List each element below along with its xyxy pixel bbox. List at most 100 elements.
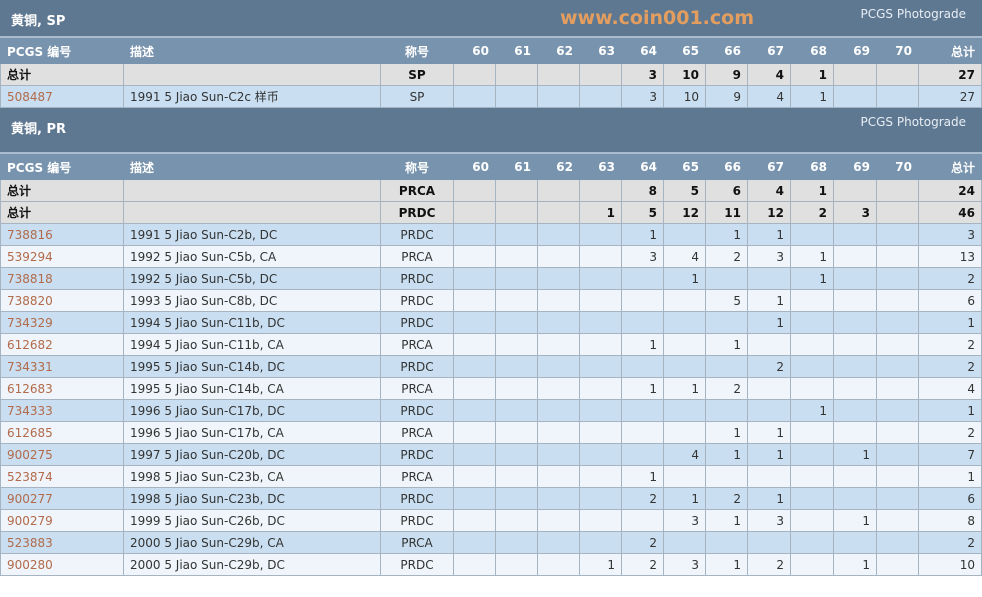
grade-count-cell	[453, 63, 496, 86]
grade-count-cell	[537, 267, 580, 290]
description-cell: 1997 5 Jiao Sun-C20b, DC	[123, 443, 381, 466]
pcgs-number-link[interactable]: 900277	[7, 491, 53, 506]
grade-count-cell	[579, 377, 622, 400]
grade-count-cell	[876, 63, 919, 86]
grade-count-cell: 2	[705, 377, 748, 400]
column-header[interactable]: PCGS 编号	[0, 154, 124, 180]
pcgs-number-link[interactable]: 900280	[7, 557, 53, 572]
grade-count-cell	[495, 63, 538, 86]
column-header[interactable]: 66	[705, 38, 748, 64]
column-header[interactable]: 64	[621, 154, 664, 180]
grade-count-cell: 1	[621, 223, 664, 246]
column-header[interactable]: 69	[833, 38, 877, 64]
column-header[interactable]: 60	[453, 154, 496, 180]
pcgs-number-link[interactable]: 523883	[7, 535, 53, 550]
grade-count-cell	[453, 399, 496, 422]
grade-count-cell	[833, 267, 877, 290]
grade-count-cell	[579, 179, 622, 202]
grade-count-cell	[705, 355, 748, 378]
column-header[interactable]: 描述	[123, 154, 381, 180]
grade-count-cell: 1	[790, 85, 834, 108]
grade-count-cell: 1	[579, 553, 622, 576]
grade-count-cell: 1	[705, 333, 748, 356]
column-header[interactable]: 70	[876, 38, 919, 64]
pcgs-number-link[interactable]: 900279	[7, 513, 53, 528]
population-table: PCGS 编号 描述 称号 60 61 62 63 64 65 66 67 68 69 70 总计 总计 SP 3…	[0, 38, 982, 108]
pcgs-number-link[interactable]: 900275	[7, 447, 53, 462]
column-header[interactable]: 62	[537, 154, 580, 180]
column-header[interactable]: 68	[790, 38, 834, 64]
grade-count-cell	[579, 223, 622, 246]
pcgs-number-link[interactable]: 738816	[7, 227, 53, 242]
grade-count-cell	[876, 531, 919, 554]
column-header[interactable]: 62	[537, 38, 580, 64]
total-cell: 1	[918, 465, 982, 488]
column-header[interactable]: 68	[790, 154, 834, 180]
grade-count-cell	[876, 487, 919, 510]
column-header[interactable]: 63	[579, 38, 622, 64]
grade-count-cell	[537, 245, 580, 268]
total-cell: 2	[918, 531, 982, 554]
total-cell: 10	[918, 553, 982, 576]
grade-count-cell	[453, 465, 496, 488]
pcgs-number-link[interactable]: 612682	[7, 337, 53, 352]
grade-count-cell	[453, 333, 496, 356]
table-row: 612685 1996 5 Jiao Sun-C17b, CA PRCA 1 1 2	[0, 421, 982, 444]
column-header[interactable]: 61	[495, 38, 538, 64]
pcgs-number-link[interactable]: 734331	[7, 359, 53, 374]
column-header[interactable]: 描述	[123, 38, 381, 64]
column-header[interactable]: 67	[747, 38, 791, 64]
total-cell: 13	[918, 245, 982, 268]
column-header[interactable]: 总计	[918, 38, 982, 64]
column-header[interactable]: 61	[495, 154, 538, 180]
pcgs-number-link[interactable]: 508487	[7, 89, 53, 104]
column-header[interactable]: 64	[621, 38, 664, 64]
column-header[interactable]: 称号	[380, 38, 454, 64]
total-cell: 2	[918, 355, 982, 378]
designation-cell: PRDC	[380, 267, 454, 290]
designation-cell: PRDC	[380, 201, 454, 224]
description-cell: 1999 5 Jiao Sun-C26b, DC	[123, 509, 381, 532]
grade-count-cell: 1	[747, 421, 791, 444]
pcgs-number-link[interactable]: 612683	[7, 381, 53, 396]
column-header[interactable]: 69	[833, 154, 877, 180]
pcgs-number-link[interactable]: 539294	[7, 249, 53, 264]
column-header[interactable]: 65	[663, 154, 706, 180]
pcgs-number-link[interactable]: 738820	[7, 293, 53, 308]
column-header[interactable]: 称号	[380, 154, 454, 180]
grade-count-cell: 4	[747, 85, 791, 108]
total-cell: 27	[918, 85, 982, 108]
column-header[interactable]: 70	[876, 154, 919, 180]
column-header[interactable]: 总计	[918, 154, 982, 180]
photograde-link[interactable]: PCGS Photograde	[860, 115, 966, 129]
pcgs-number-cell: 738818	[0, 267, 124, 290]
total-cell: 1	[918, 399, 982, 422]
grade-count-cell	[495, 179, 538, 202]
grade-count-cell: 1	[705, 509, 748, 532]
grade-count-cell	[790, 465, 834, 488]
grade-count-cell: 4	[747, 63, 791, 86]
pcgs-number-link[interactable]: 734329	[7, 315, 53, 330]
grade-count-cell	[579, 487, 622, 510]
pcgs-number-link[interactable]: 612685	[7, 425, 53, 440]
column-header[interactable]: 65	[663, 38, 706, 64]
column-header[interactable]: 66	[705, 154, 748, 180]
grade-count-cell	[876, 377, 919, 400]
description-cell: 1995 5 Jiao Sun-C14b, DC	[123, 355, 381, 378]
column-header[interactable]: 63	[579, 154, 622, 180]
pcgs-number-link[interactable]: 523874	[7, 469, 53, 484]
grade-count-cell	[453, 179, 496, 202]
grade-count-cell	[453, 289, 496, 312]
column-header[interactable]: 67	[747, 154, 791, 180]
designation-cell: PRCA	[380, 531, 454, 554]
grade-count-cell	[833, 85, 877, 108]
grade-count-cell	[495, 465, 538, 488]
pcgs-number-link[interactable]: 738818	[7, 271, 53, 286]
column-header[interactable]: 60	[453, 38, 496, 64]
pcgs-number-link[interactable]: 734333	[7, 403, 53, 418]
grade-count-cell: 6	[705, 179, 748, 202]
grade-count-cell	[747, 377, 791, 400]
photograde-link[interactable]: PCGS Photograde	[860, 7, 966, 21]
grade-count-cell	[790, 223, 834, 246]
column-header[interactable]: PCGS 编号	[0, 38, 124, 64]
